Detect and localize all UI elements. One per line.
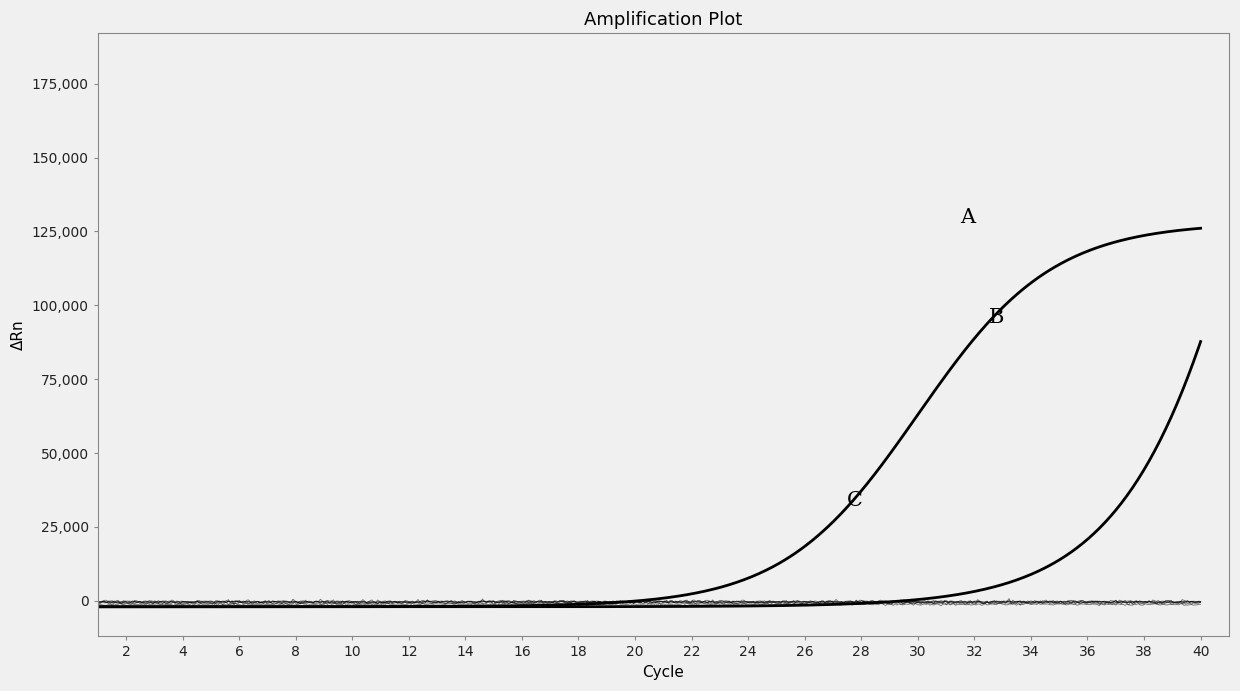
X-axis label: Cycle: Cycle <box>642 665 684 680</box>
Title: Amplification Plot: Amplification Plot <box>584 11 743 29</box>
Text: A: A <box>960 207 976 227</box>
Text: C: C <box>847 491 863 510</box>
Y-axis label: ΔRn: ΔRn <box>11 319 26 350</box>
Text: B: B <box>988 308 1004 327</box>
